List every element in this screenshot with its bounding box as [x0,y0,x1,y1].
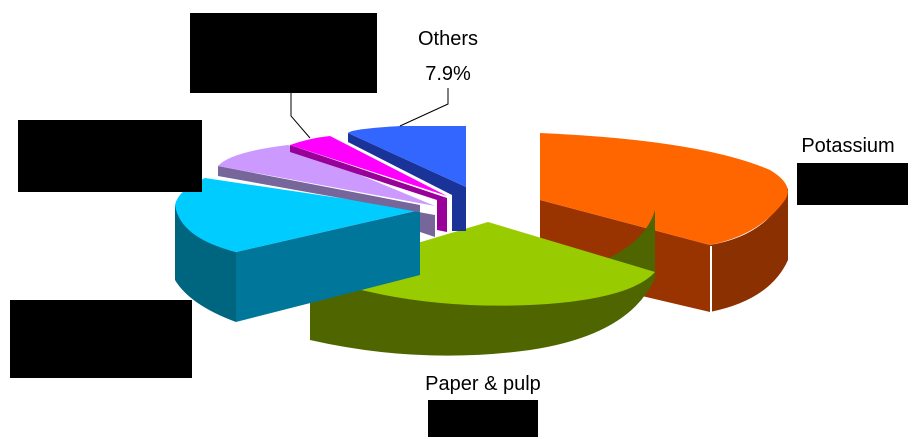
slice-side [290,145,447,232]
pie-slice-5 [290,136,447,232]
label-others-value: 7.9% [425,63,471,85]
redaction-box [190,13,377,93]
slice-side-outer [710,188,788,312]
slice-side [175,205,236,322]
slice-top [218,145,435,206]
slice-top [310,222,655,306]
redaction-box [797,163,908,205]
leader-line-5 [290,93,311,139]
slice-top [540,133,788,245]
pie-slice-3 [175,178,420,322]
pie-slice-others [348,126,466,231]
slice-top [290,136,447,196]
label-potassium-line1: Potassium [801,135,894,157]
slice-side [310,210,655,356]
redaction-box [10,300,192,378]
slice-side [348,133,466,231]
slice-side [218,166,435,237]
slice-top [175,178,420,252]
slice-side-inner [236,210,420,322]
redaction-box [18,120,202,192]
label-others: Others [418,28,478,50]
pie-slice-4 [218,145,435,237]
slice-top [348,126,466,187]
leader-line-others [399,88,449,127]
label-paper-pulp: Paper & pulp [425,373,541,395]
pie-slice-paper-pulp [310,210,655,356]
redaction-box [428,400,538,437]
